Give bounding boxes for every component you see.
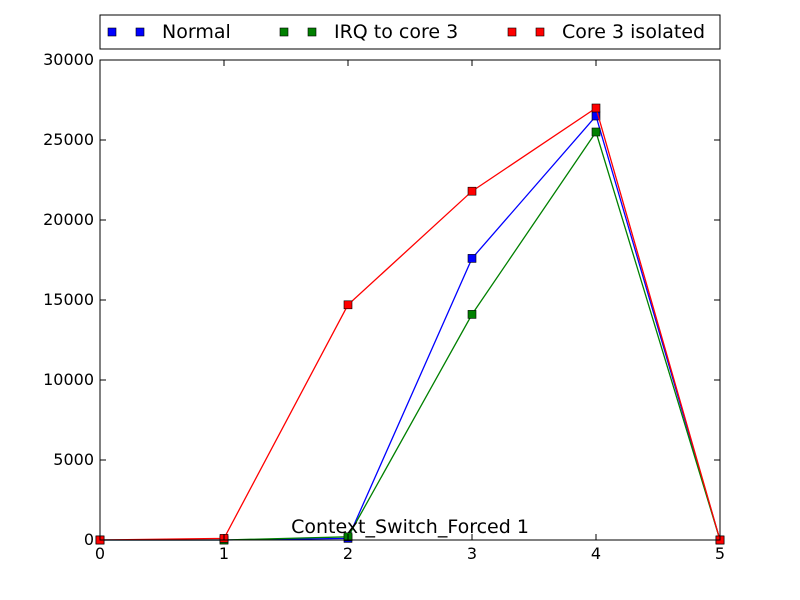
data-point-2-4 [591, 103, 601, 113]
data-point-1-4 [591, 127, 601, 137]
series-layer [95, 103, 725, 545]
y-tick-label: 25000 [43, 130, 94, 149]
plot-frame [99, 59, 721, 541]
x-tick-label: 2 [343, 544, 353, 563]
legend-marker-1 [279, 27, 289, 37]
legend-marker-0 [107, 27, 117, 37]
y-tick-label: 10000 [43, 370, 94, 389]
x-tick-label: 5 [715, 544, 725, 563]
legend-marker-2 [507, 27, 517, 37]
legend-box [99, 14, 721, 50]
series-line-2 [99, 106, 721, 541]
x-tick-label: 0 [95, 544, 105, 563]
legend-marker-0 [135, 27, 145, 37]
legend-marker-1 [307, 27, 317, 37]
legend-label-2: Core 3 isolated [562, 21, 705, 43]
y-tick-label: 15000 [43, 290, 94, 309]
y-tick-label: 30000 [43, 50, 94, 69]
chart-annotation: Context_Switch_Forced 1 [291, 516, 529, 538]
x-tick-label: 4 [591, 544, 601, 563]
ticks-layer: 0 1 2 3 4 5 0 5000 10000 15000 20000 25000 30000 [43, 50, 725, 563]
legend: Normal IRQ to core 3 Core 3 isolated [99, 14, 721, 50]
series-line-0 [100, 114, 721, 541]
data-point-0-3 [467, 254, 477, 263]
data-point-1-3 [467, 310, 477, 319]
x-tick-label: 1 [219, 544, 229, 563]
data-point-2-2 [343, 300, 353, 310]
y-tick-label: 5000 [53, 450, 94, 469]
legend-label-0: Normal [162, 21, 231, 43]
data-point-2-3 [467, 186, 477, 196]
y-tick-label: 20000 [43, 210, 94, 229]
y-tick-label: 0 [84, 530, 94, 549]
series-line-1 [100, 130, 721, 541]
legend-label-1: IRQ to core 3 [334, 21, 458, 43]
x-tick-label: 3 [467, 544, 477, 563]
legend-marker-2 [535, 27, 545, 37]
